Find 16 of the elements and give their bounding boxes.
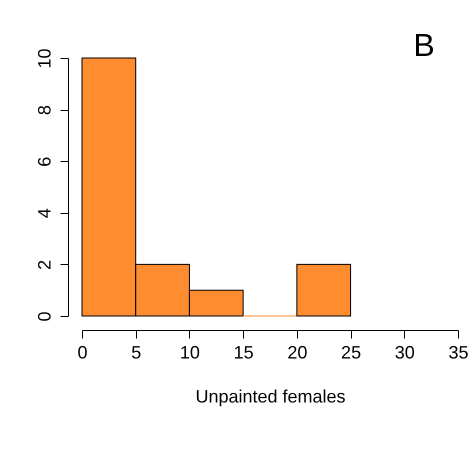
x-tick-label: 20 — [287, 342, 308, 362]
y-tick-label: 2 — [34, 260, 54, 270]
x-axis-title: Unpainted females — [195, 386, 346, 406]
x-tick-label: 35 — [448, 342, 469, 362]
x-tick-label: 25 — [341, 342, 362, 362]
y-tick-label: 0 — [34, 311, 54, 322]
x-tick-label: 0 — [77, 342, 88, 362]
x-tick-label: 30 — [394, 342, 415, 362]
y-tick-label: 4 — [34, 208, 54, 218]
annotation: B — [413, 27, 435, 63]
y-tick-label: 6 — [34, 156, 54, 167]
x-tick-label: 10 — [180, 342, 200, 362]
y-tick-label: 8 — [34, 105, 54, 116]
y-tick-label: 10 — [34, 48, 54, 69]
x-tick-label: 5 — [131, 342, 142, 362]
x-tick-label: 15 — [234, 342, 254, 362]
